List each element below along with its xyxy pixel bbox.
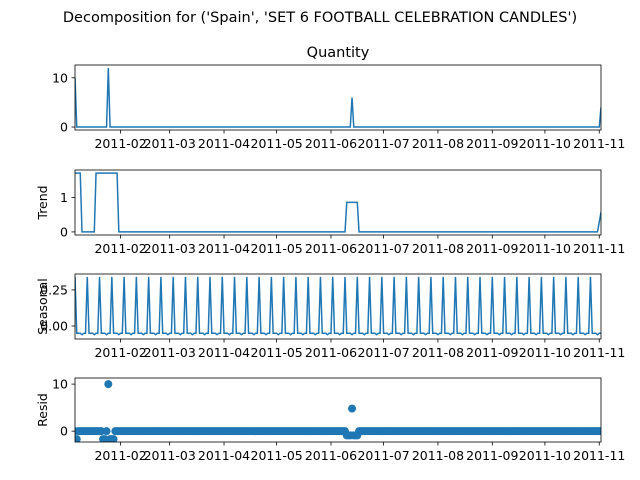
resid-point — [75, 435, 81, 442]
x-tick-label: 2011-04 — [198, 448, 250, 463]
panel-title: Quantity — [307, 45, 370, 61]
figure-suptitle: Decomposition for ('Spain', 'SET 6 FOOTB… — [63, 10, 577, 26]
seasonal-series-line — [75, 276, 601, 336]
observed-series-line — [75, 67, 601, 128]
x-tick-label: 2011-08 — [412, 345, 464, 360]
axes-frame — [74, 377, 602, 443]
x-tick-label: 2011-02 — [94, 136, 146, 151]
x-tick-label: 2011-07 — [357, 448, 409, 463]
x-tick-label: 2011-10 — [519, 448, 571, 463]
x-tick-label: 2011-03 — [144, 241, 196, 256]
x-tick-label: 2011-03 — [144, 136, 196, 151]
x-tick-label: 2011-11 — [573, 448, 625, 463]
y-axis-label: Trend — [35, 185, 50, 220]
y-tick-label: 0 — [60, 224, 68, 239]
y-tick-label: 0 — [60, 424, 68, 439]
trend-series-line — [75, 172, 601, 233]
x-tick-label: 2011-02 — [94, 241, 146, 256]
y-tick-label: 0.00 — [40, 319, 68, 334]
x-tick-label: 2011-06 — [305, 241, 357, 256]
x-tick-label: 2011-06 — [305, 345, 357, 360]
x-tick-label: 2011-07 — [357, 241, 409, 256]
x-tick-label: 2011-07 — [357, 136, 409, 151]
x-tick-label: 2011-04 — [198, 136, 250, 151]
x-tick-label: 2011-08 — [412, 448, 464, 463]
x-tick-label: 2011-03 — [144, 448, 196, 463]
x-tick-label: 2011-07 — [357, 345, 409, 360]
y-axis-label: Seasonal — [35, 278, 50, 335]
y-tick-label: 0.25 — [40, 282, 68, 297]
x-tick-label: 2011-04 — [198, 241, 250, 256]
resid-point — [597, 427, 601, 436]
x-tick-label: 2011-05 — [251, 448, 303, 463]
y-tick-label: 10 — [52, 70, 68, 85]
x-tick-label: 2011-08 — [412, 241, 464, 256]
axes-frame — [74, 64, 602, 131]
y-axis-label: Resid — [35, 393, 50, 427]
resid-point — [109, 435, 118, 442]
x-tick-label: 2011-06 — [305, 448, 357, 463]
x-tick-label: 2011-11 — [573, 345, 625, 360]
x-tick-label: 2011-11 — [573, 136, 625, 151]
x-tick-label: 2011-03 — [144, 345, 196, 360]
x-tick-label: 2011-04 — [198, 345, 250, 360]
y-tick-label: 10 — [52, 377, 68, 392]
x-tick-label: 2011-10 — [519, 136, 571, 151]
y-tick-label: 0 — [60, 120, 68, 135]
x-tick-label: 2011-11 — [573, 241, 625, 256]
x-tick-label: 2011-06 — [305, 136, 357, 151]
x-tick-label: 2011-05 — [251, 241, 303, 256]
x-tick-label: 2011-09 — [466, 241, 518, 256]
axes-frame — [74, 169, 602, 236]
x-tick-label: 2011-05 — [251, 345, 303, 360]
x-tick-label: 2011-05 — [251, 136, 303, 151]
resid-point — [102, 427, 111, 436]
x-tick-label: 2011-10 — [519, 345, 571, 360]
x-tick-label: 2011-09 — [466, 345, 518, 360]
axes-frame — [74, 273, 602, 340]
x-tick-label: 2011-09 — [466, 448, 518, 463]
x-tick-label: 2011-08 — [412, 136, 464, 151]
resid-point — [104, 380, 113, 389]
x-tick-label: 2011-02 — [94, 345, 146, 360]
x-tick-label: 2011-09 — [466, 136, 518, 151]
y-tick-label: 1 — [60, 190, 68, 205]
x-tick-label: 2011-02 — [94, 448, 146, 463]
x-tick-label: 2011-10 — [519, 241, 571, 256]
resid-point — [348, 404, 357, 413]
